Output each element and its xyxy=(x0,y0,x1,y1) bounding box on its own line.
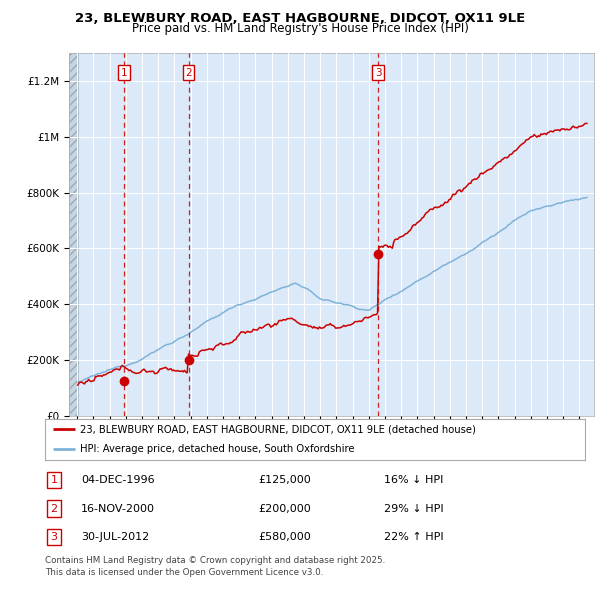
Text: 2: 2 xyxy=(50,504,58,513)
Text: HPI: Average price, detached house, South Oxfordshire: HPI: Average price, detached house, Sout… xyxy=(80,444,355,454)
Text: 16-NOV-2000: 16-NOV-2000 xyxy=(81,504,155,513)
Text: 22% ↑ HPI: 22% ↑ HPI xyxy=(384,532,443,542)
Text: Price paid vs. HM Land Registry's House Price Index (HPI): Price paid vs. HM Land Registry's House … xyxy=(131,22,469,35)
Text: 04-DEC-1996: 04-DEC-1996 xyxy=(81,476,155,485)
Text: £580,000: £580,000 xyxy=(258,532,311,542)
Text: 16% ↓ HPI: 16% ↓ HPI xyxy=(384,476,443,485)
Text: 23, BLEWBURY ROAD, EAST HAGBOURNE, DIDCOT, OX11 9LE: 23, BLEWBURY ROAD, EAST HAGBOURNE, DIDCO… xyxy=(75,12,525,25)
Text: 1: 1 xyxy=(121,68,128,78)
Text: Contains HM Land Registry data © Crown copyright and database right 2025.
This d: Contains HM Land Registry data © Crown c… xyxy=(45,556,385,576)
Text: 3: 3 xyxy=(50,532,58,542)
Bar xyxy=(69,53,78,416)
Text: £200,000: £200,000 xyxy=(258,504,311,513)
Text: 1: 1 xyxy=(50,476,58,485)
Text: 23, BLEWBURY ROAD, EAST HAGBOURNE, DIDCOT, OX11 9LE (detached house): 23, BLEWBURY ROAD, EAST HAGBOURNE, DIDCO… xyxy=(80,425,476,435)
Text: 3: 3 xyxy=(375,68,382,78)
Text: 30-JUL-2012: 30-JUL-2012 xyxy=(81,532,149,542)
Text: 2: 2 xyxy=(185,68,192,78)
Text: 29% ↓ HPI: 29% ↓ HPI xyxy=(384,504,443,513)
Text: £125,000: £125,000 xyxy=(258,476,311,485)
